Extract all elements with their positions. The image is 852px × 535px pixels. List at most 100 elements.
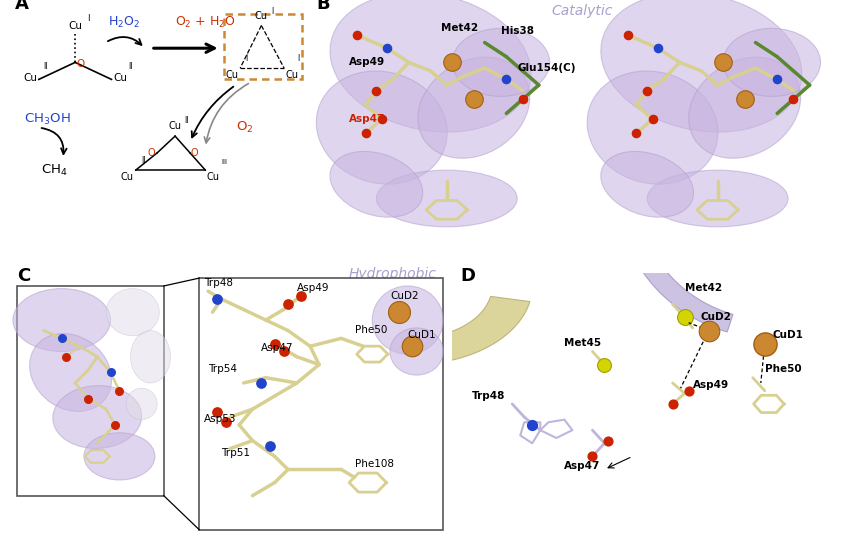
Point xyxy=(392,308,406,317)
Point xyxy=(716,58,729,67)
Text: Asp49: Asp49 xyxy=(692,380,728,390)
Ellipse shape xyxy=(330,151,423,217)
Ellipse shape xyxy=(600,0,801,132)
Text: Asp47: Asp47 xyxy=(261,343,294,354)
Point xyxy=(585,452,599,461)
Ellipse shape xyxy=(126,388,157,419)
Text: O: O xyxy=(147,148,155,158)
Point xyxy=(55,334,68,342)
Text: Cu: Cu xyxy=(226,70,239,80)
Text: Glu154(C): Glu154(C) xyxy=(516,63,575,73)
Polygon shape xyxy=(618,109,732,332)
Text: Cu: Cu xyxy=(285,70,298,80)
Point xyxy=(60,353,73,361)
Point xyxy=(112,386,126,395)
Point xyxy=(294,292,308,301)
Text: Trp51: Trp51 xyxy=(222,448,250,458)
Text: II: II xyxy=(43,62,48,71)
Text: Phe108: Phe108 xyxy=(354,459,393,469)
Text: Asp47: Asp47 xyxy=(564,462,600,471)
Point xyxy=(629,129,642,137)
Point xyxy=(210,295,223,303)
Bar xyxy=(199,278,443,530)
Text: II: II xyxy=(128,62,133,71)
Text: Cu: Cu xyxy=(120,172,133,182)
Text: Asp49: Asp49 xyxy=(296,283,329,293)
Point xyxy=(380,44,394,52)
Ellipse shape xyxy=(371,286,443,354)
Text: III: III xyxy=(221,159,227,165)
Ellipse shape xyxy=(688,57,800,158)
Text: I: I xyxy=(87,14,89,23)
Point xyxy=(515,95,529,103)
Point xyxy=(467,95,481,103)
Text: CH$_3$OH: CH$_3$OH xyxy=(24,111,70,127)
Point xyxy=(369,87,383,95)
Ellipse shape xyxy=(389,328,443,375)
Ellipse shape xyxy=(106,288,159,336)
Ellipse shape xyxy=(130,331,170,383)
Text: II: II xyxy=(141,156,146,165)
Point xyxy=(640,87,653,95)
Ellipse shape xyxy=(722,28,820,96)
Point xyxy=(499,75,513,83)
Text: Catalytic: Catalytic xyxy=(551,4,612,18)
Text: I: I xyxy=(245,54,248,63)
Text: H$_2$O$_2$: H$_2$O$_2$ xyxy=(107,15,140,30)
Text: CuD1: CuD1 xyxy=(407,331,436,340)
Text: O$_2$ + H$_2$O: O$_2$ + H$_2$O xyxy=(175,15,235,30)
Text: C: C xyxy=(17,267,31,285)
Text: Asp47: Asp47 xyxy=(348,114,385,124)
Text: O$_2$: O$_2$ xyxy=(236,120,253,135)
Text: Asp53: Asp53 xyxy=(204,414,236,424)
Text: Cu: Cu xyxy=(23,73,37,83)
Point xyxy=(219,418,233,426)
Point xyxy=(650,44,664,52)
Point xyxy=(276,347,290,356)
Point xyxy=(701,326,715,335)
Point xyxy=(104,368,118,377)
Text: Trp48: Trp48 xyxy=(204,278,233,288)
Ellipse shape xyxy=(30,333,112,411)
Text: Met42: Met42 xyxy=(440,23,478,33)
Ellipse shape xyxy=(13,288,111,351)
Ellipse shape xyxy=(316,71,446,184)
Text: II: II xyxy=(184,116,188,125)
Point xyxy=(210,408,223,416)
Text: Phe50: Phe50 xyxy=(764,364,801,374)
Point xyxy=(375,115,389,124)
Text: Cu: Cu xyxy=(207,172,220,182)
Text: Cu: Cu xyxy=(112,73,127,83)
Text: B: B xyxy=(316,0,330,12)
Text: O: O xyxy=(77,59,85,69)
Point xyxy=(757,339,771,348)
Point xyxy=(665,400,678,408)
Polygon shape xyxy=(425,296,529,363)
Ellipse shape xyxy=(417,57,529,158)
Point xyxy=(786,95,799,103)
Text: Asp49: Asp49 xyxy=(348,57,385,67)
Point xyxy=(597,361,611,369)
Ellipse shape xyxy=(647,170,787,227)
Point xyxy=(645,115,659,124)
Text: Trp48: Trp48 xyxy=(472,391,505,401)
Text: CuD2: CuD2 xyxy=(389,291,418,301)
Text: I: I xyxy=(271,6,273,16)
Point xyxy=(405,342,418,350)
Point xyxy=(268,339,281,348)
Point xyxy=(350,31,364,40)
Ellipse shape xyxy=(452,28,549,96)
Text: CuD1: CuD1 xyxy=(772,331,803,340)
Text: CH$_4$: CH$_4$ xyxy=(41,163,67,178)
Point xyxy=(620,31,634,40)
Ellipse shape xyxy=(600,151,693,217)
Text: His38: His38 xyxy=(500,26,533,36)
Text: Met42: Met42 xyxy=(684,283,721,293)
Ellipse shape xyxy=(83,433,155,480)
Text: D: D xyxy=(459,267,475,285)
Text: Phe50: Phe50 xyxy=(354,325,387,335)
Point xyxy=(601,437,614,445)
Text: Met45: Met45 xyxy=(564,338,601,348)
Point xyxy=(681,386,694,395)
Point xyxy=(525,421,538,429)
